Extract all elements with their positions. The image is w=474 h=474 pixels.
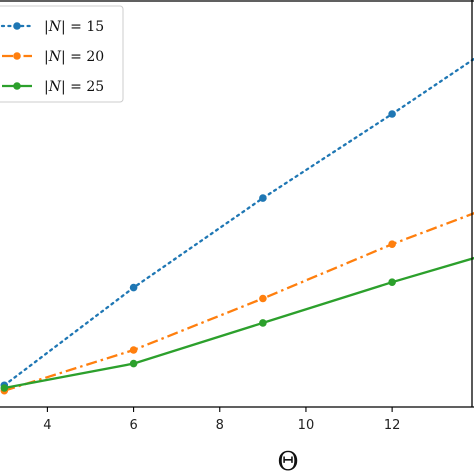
data-point-3-4 (388, 278, 396, 287)
x-tick-label: 12 (384, 418, 401, 433)
legend-box (0, 5, 124, 103)
legend-marker-1 (13, 22, 21, 30)
data-point-1-4 (388, 110, 396, 118)
legend-marker-3 (13, 82, 21, 90)
x-axis-label: Θ (277, 447, 298, 474)
data-point-3-2 (129, 359, 138, 368)
data-point-2-4 (388, 240, 396, 248)
legend-label-2: |N| = 20 (44, 49, 104, 65)
legend-label-3: |N| = 25 (44, 79, 104, 95)
x-tick-label: 6 (129, 418, 137, 433)
data-point-2-3 (259, 294, 267, 303)
data-point-3-3 (259, 319, 267, 327)
data-point-2-2 (129, 346, 138, 354)
x-tick-label: 8 (216, 418, 224, 433)
series-markers (0, 110, 396, 395)
legend-label-1: |N| = 15 (44, 19, 104, 35)
data-point-3-1 (0, 384, 9, 392)
x-tick-label: 10 (298, 418, 315, 433)
legend-marker-2 (13, 52, 21, 60)
x-tick-label: 4 (43, 418, 51, 433)
x-axis-ticks: 4 6 8 10 12 (43, 407, 400, 433)
data-point-1-3 (259, 194, 267, 202)
legend: |N| = 15 |N| = 20 |N| = 25 (0, 5, 124, 103)
data-point-1-2 (129, 283, 138, 292)
